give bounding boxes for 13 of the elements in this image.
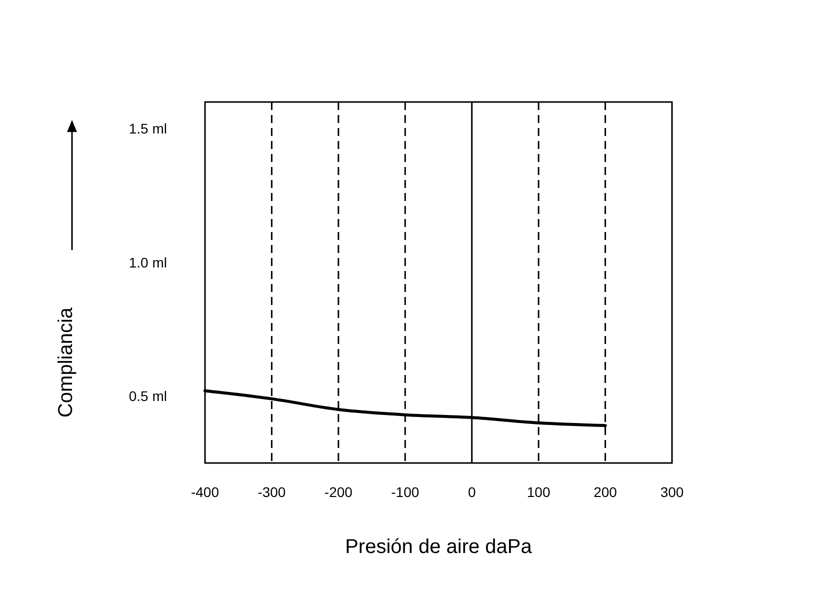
x-tick-label: 200 bbox=[594, 484, 618, 500]
y-tick-label: 0.5 ml bbox=[128, 388, 167, 404]
x-tick-label: -400 bbox=[190, 484, 220, 500]
x-tick-label: -100 bbox=[391, 484, 420, 500]
x-axis-title: Presión de aire daPa bbox=[345, 536, 533, 558]
x-tick-label: -200 bbox=[324, 484, 353, 500]
x-tick-label: 100 bbox=[526, 484, 550, 500]
y-tick-label: 1.5 ml bbox=[128, 120, 167, 137]
x-tick-label: -300 bbox=[258, 484, 286, 500]
y-axis-title: Compliancia bbox=[55, 306, 77, 418]
x-tick-label: 0 bbox=[468, 484, 476, 500]
x-tick-label: 300 bbox=[660, 484, 684, 500]
y-tick-label: 1.0 ml bbox=[128, 254, 167, 270]
